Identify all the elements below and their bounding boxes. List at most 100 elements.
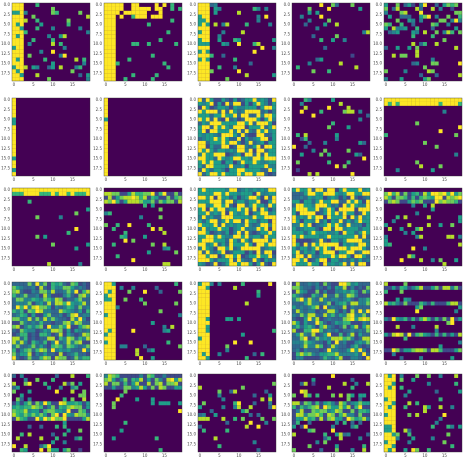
heatmap-cell: [260, 160, 265, 165]
heatmap-cell: [123, 297, 128, 302]
heatmap-cell: [127, 374, 132, 378]
heatmap-cell: [158, 401, 163, 406]
heatmap-cell: [403, 53, 408, 58]
heatmap-cell: [205, 234, 210, 239]
heatmap-cell: [411, 377, 416, 382]
heatmap-cell: [411, 448, 416, 453]
heatmap-cell: [31, 289, 36, 294]
heatmap-cell: [74, 293, 79, 298]
heatmap-cell: [292, 328, 296, 333]
heatmap-cell: [338, 246, 343, 251]
heatmap-cell: [323, 416, 328, 421]
heatmap-cell: [387, 444, 392, 449]
heatmap-cell: [334, 336, 339, 341]
heatmap-cell: [70, 397, 75, 402]
heatmap-cell: [111, 61, 116, 66]
heatmap-cell: [174, 301, 179, 306]
heatmap-cell: [62, 352, 67, 357]
heatmap-cell: [319, 234, 324, 239]
heatmap-cell: [154, 73, 159, 78]
heatmap-cell: [331, 230, 335, 235]
heatmap-cell: [338, 234, 343, 239]
heatmap-cell: [323, 317, 328, 322]
heatmap-cell: [35, 301, 40, 306]
heatmap-cell: [272, 172, 277, 177]
heatmap-cell: [395, 191, 400, 196]
heatmap-cell: [131, 374, 136, 378]
heatmap-cell: [252, 230, 257, 235]
heatmap-cell: [221, 203, 226, 208]
heatmap-cell: [51, 401, 55, 406]
heatmap-cell: [58, 301, 63, 306]
heatmap-cell: [256, 207, 261, 212]
heatmap-cell: [311, 246, 316, 251]
heatmap-cell: [315, 305, 320, 310]
heatmap-cell: [387, 432, 392, 437]
heatmap-cell: [362, 309, 367, 314]
heatmap-cell: [19, 42, 24, 46]
heatmap-cell: [384, 282, 388, 286]
heatmap-cell: [295, 293, 300, 298]
heatmap-cell: [221, 113, 226, 118]
heatmap-cell: [366, 416, 371, 421]
heatmap-cell: [82, 344, 87, 349]
axis-tick-label: 0: [293, 177, 296, 182]
heatmap-cell: [346, 199, 351, 204]
heatmap-cell: [307, 242, 312, 247]
heatmap-cell: [299, 293, 304, 298]
heatmap-cell: [442, 18, 447, 23]
heatmap-cell: [358, 219, 363, 224]
heatmap-cell: [198, 160, 202, 165]
heatmap-cell: [307, 289, 312, 294]
heatmap-cell: [19, 22, 24, 27]
heatmap-panel-border: [103, 187, 183, 267]
heatmap-cell: [82, 405, 87, 410]
heatmap-cell: [213, 140, 218, 145]
heatmap-cell: [299, 305, 304, 310]
heatmap-cell: [415, 6, 420, 11]
heatmap-cell: [51, 352, 55, 357]
heatmap-cell: [438, 101, 443, 106]
heatmap-cell: [198, 191, 202, 196]
heatmap-cell: [307, 18, 312, 23]
heatmap-cell: [362, 340, 367, 345]
axis-tick-label: 5.0: [376, 207, 383, 212]
heatmap-cell: [391, 405, 396, 410]
heatmap-cell: [221, 133, 226, 138]
heatmap-cell: [331, 309, 335, 314]
heatmap-cell: [158, 207, 163, 212]
heatmap-cell: [47, 405, 52, 410]
heatmap-cell: [111, 348, 116, 353]
heatmap-cell: [295, 211, 300, 216]
heatmap-cell: [334, 293, 339, 298]
axis-tick-label: 15: [70, 453, 76, 457]
heatmap-cell: [54, 352, 59, 357]
heatmap-cell: [162, 246, 167, 251]
heatmap-cell: [411, 18, 416, 23]
heatmap-cell: [107, 377, 112, 382]
heatmap-cell: [62, 405, 67, 410]
heatmap-cell: [229, 109, 234, 114]
heatmap-cell: [217, 121, 222, 126]
heatmap-cell: [415, 53, 420, 58]
heatmap-cell: [146, 199, 151, 204]
heatmap-cell: [58, 385, 63, 390]
heatmap-cell: [139, 374, 144, 378]
heatmap-cell: [209, 230, 214, 235]
heatmap-cell: [268, 397, 273, 402]
heatmap-cell: [66, 293, 71, 298]
heatmap-cell: [354, 409, 359, 414]
heatmap-cell: [229, 262, 234, 267]
heatmap-cell: [70, 385, 75, 390]
heatmap-cell: [213, 262, 218, 267]
heatmap-cell: [395, 18, 400, 23]
heatmap-cell: [54, 340, 59, 345]
heatmap-cell: [27, 309, 32, 314]
heatmap-cell: [307, 413, 312, 417]
heatmap-cell: [399, 285, 404, 290]
heatmap-cell: [233, 195, 238, 200]
heatmap-cell: [256, 211, 261, 216]
heatmap-cell: [384, 77, 388, 82]
heatmap-cell: [299, 301, 304, 306]
heatmap-cell: [12, 321, 16, 325]
